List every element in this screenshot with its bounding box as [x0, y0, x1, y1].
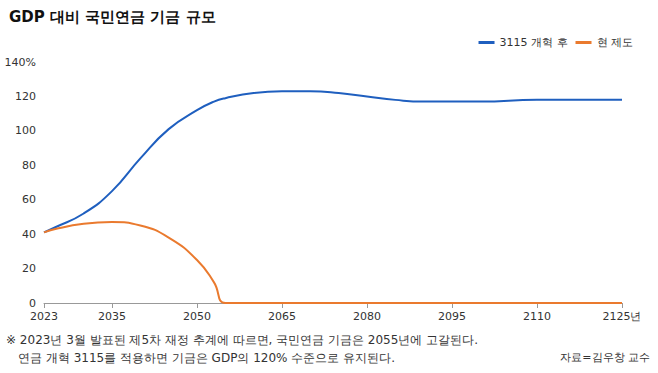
svg-text:2095: 2095: [438, 310, 466, 323]
svg-text:80: 80: [22, 159, 36, 172]
svg-text:40: 40: [22, 228, 36, 241]
svg-text:※ 2023년 3월 발표된 제5차 재정 추계에 따르면,: ※ 2023년 3월 발표된 제5차 재정 추계에 따르면, 국민연금 기금은 …: [6, 333, 478, 347]
svg-text:현 제도: 현 제도: [597, 36, 634, 49]
svg-text:2080: 2080: [353, 310, 381, 323]
svg-text:120: 120: [15, 90, 36, 103]
svg-text:3115 개혁 후: 3115 개혁 후: [500, 36, 568, 49]
svg-text:2110: 2110: [523, 310, 551, 323]
svg-text:20: 20: [22, 262, 36, 275]
svg-text:자료=김우창 교수: 자료=김우창 교수: [560, 351, 650, 364]
svg-text:2023: 2023: [30, 310, 58, 323]
svg-text:140%: 140%: [5, 56, 36, 69]
svg-text:60: 60: [22, 193, 36, 206]
svg-text:2065: 2065: [268, 310, 296, 323]
svg-text:연금 개혁 3115를 적용하면 기금은 GDP의 120%: 연금 개혁 3115를 적용하면 기금은 GDP의 120% 수준으로 유지된다…: [18, 351, 395, 365]
svg-text:2125년: 2125년: [603, 310, 642, 323]
svg-text:100: 100: [15, 124, 36, 137]
svg-text:GDP 대비 국민연금 기금 규모: GDP 대비 국민연금 기금 규모: [9, 8, 216, 26]
svg-text:2035: 2035: [98, 310, 126, 323]
svg-text:0: 0: [29, 297, 36, 310]
svg-text:2050: 2050: [183, 310, 211, 323]
